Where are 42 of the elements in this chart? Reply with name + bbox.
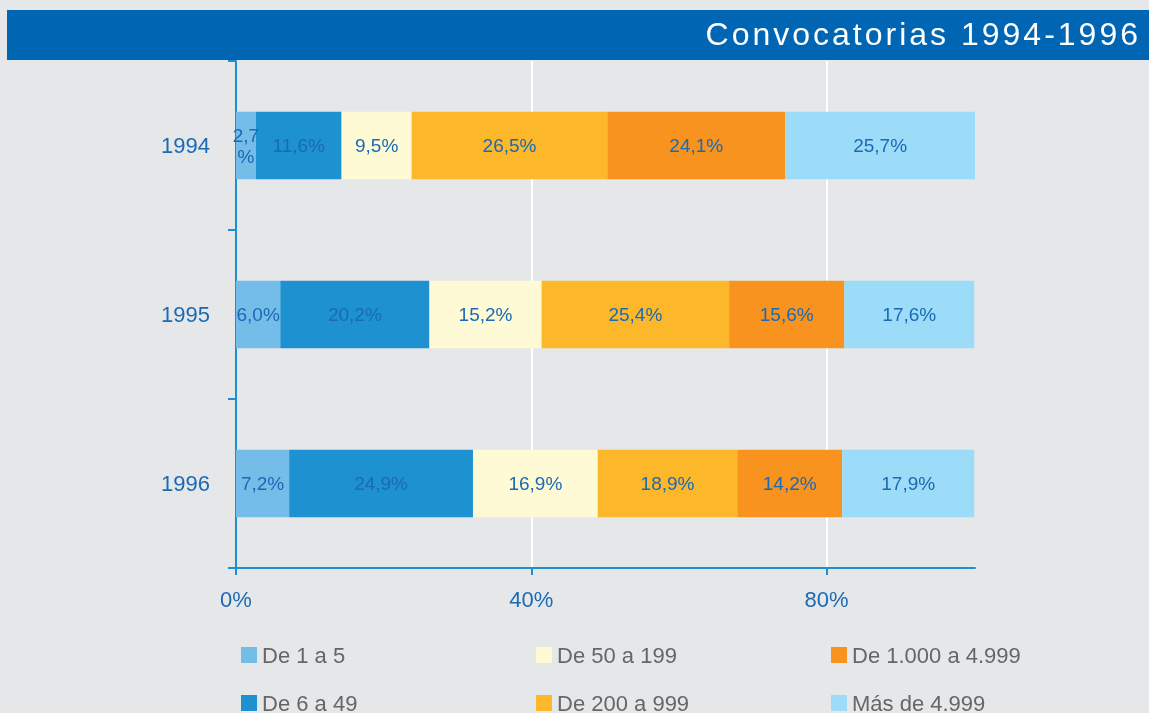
legend-label: De 1 a 5 bbox=[262, 642, 346, 668]
x-tick-label: 80% bbox=[804, 586, 849, 612]
bar bbox=[236, 449, 290, 518]
bar bbox=[541, 280, 730, 349]
data-label: 15,6% bbox=[759, 304, 814, 325]
data-label: 16,9% bbox=[508, 473, 563, 494]
bar bbox=[411, 111, 608, 180]
chart-title: Convocatorias 1994-1996 bbox=[705, 15, 1141, 53]
data-label: 7,2% bbox=[240, 473, 285, 494]
legend-label: Más de 4.999 bbox=[852, 690, 986, 713]
data-label: 24,1% bbox=[669, 135, 724, 156]
bar bbox=[341, 111, 412, 180]
data-label: 17,9% bbox=[881, 473, 936, 494]
bar bbox=[472, 449, 598, 518]
bar bbox=[607, 111, 786, 180]
bar bbox=[844, 280, 975, 349]
legend-label: De 1.000 a 4.999 bbox=[852, 642, 1021, 668]
x-tick-label: 0% bbox=[220, 586, 252, 612]
legend-label: De 50 a 199 bbox=[557, 642, 677, 668]
bar bbox=[429, 280, 542, 349]
data-label: 17,6% bbox=[882, 304, 937, 325]
legend-label: De 200 a 999 bbox=[557, 690, 690, 713]
bar bbox=[289, 449, 473, 518]
y-tick-label: 1996 bbox=[161, 471, 210, 496]
data-label: 25,4% bbox=[608, 304, 663, 325]
bar bbox=[729, 280, 845, 349]
data-label: 6,0% bbox=[236, 304, 280, 325]
bar bbox=[842, 449, 975, 518]
data-label: 14,2% bbox=[762, 473, 817, 494]
bar bbox=[785, 111, 975, 180]
data-label: 25,7% bbox=[853, 135, 908, 156]
bar bbox=[737, 449, 843, 518]
y-tick-label: 1994 bbox=[161, 133, 210, 158]
data-label: 9,5% bbox=[354, 135, 399, 156]
data-label: 26,5% bbox=[482, 135, 537, 156]
data-label: 15,2% bbox=[458, 304, 513, 325]
bar bbox=[597, 449, 738, 518]
bar bbox=[280, 280, 430, 349]
x-tick-label: 40% bbox=[509, 586, 554, 612]
legend-label: De 6 a 49 bbox=[262, 690, 358, 713]
y-tick-label: 1995 bbox=[161, 302, 210, 327]
data-label: 18,9% bbox=[640, 473, 695, 494]
